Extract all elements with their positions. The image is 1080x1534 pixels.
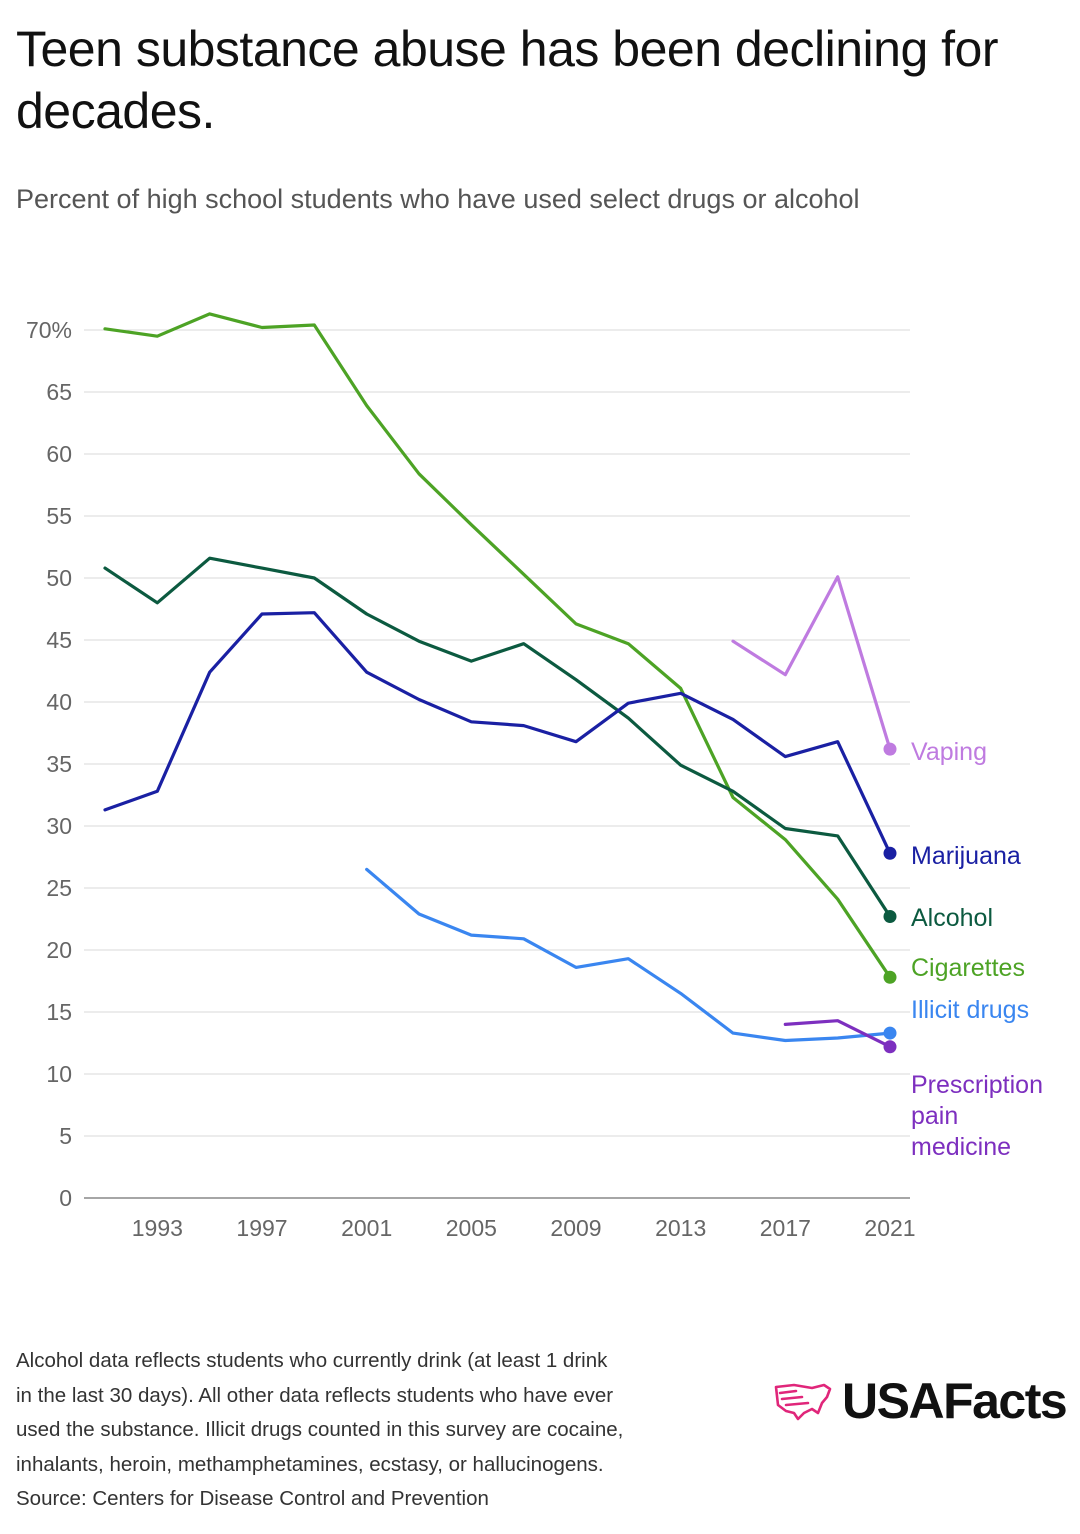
y-tick-label: 70%: [26, 317, 72, 343]
series-label-vaping: Vaping: [911, 738, 987, 766]
x-tick-label: 2001: [341, 1215, 392, 1241]
y-tick-label: 60: [46, 441, 72, 467]
footnote: Alcohol data reflects students who curre…: [16, 1344, 756, 1517]
x-tick-label: 1997: [236, 1215, 287, 1241]
series-label-illicit: Illicit drugs: [911, 996, 1029, 1024]
y-tick-label: 35: [46, 751, 72, 777]
series-line-painmed: [783, 1019, 892, 1049]
x-tick-label: 2021: [864, 1215, 915, 1241]
series-line-cigarettes: [103, 312, 892, 979]
y-tick-label: 5: [59, 1123, 72, 1149]
series-line-vaping: [731, 575, 892, 751]
x-tick-label: 2009: [550, 1215, 601, 1241]
end-point-marijuana: [883, 846, 897, 860]
y-tick-label: 40: [46, 689, 72, 715]
y-tick-label: 50: [46, 565, 72, 591]
y-tick-label: 30: [46, 813, 72, 839]
y-tick-label: 0: [59, 1185, 72, 1211]
footnote-line: used the substance. Illicit drugs counte…: [16, 1418, 624, 1441]
y-tick-label: 25: [46, 875, 72, 901]
y-tick-label: 65: [46, 379, 72, 405]
y-tick-label: 20: [46, 937, 72, 963]
footnote-line: in the last 30 days). All other data ref…: [16, 1383, 614, 1407]
end-point-vaping: [883, 742, 897, 756]
source-line: Source: Centers for Disease Control and …: [16, 1487, 489, 1510]
brand-logo: USAFacts: [772, 1372, 1068, 1430]
series-label-alcohol: Alcohol: [911, 904, 993, 932]
series-label-marijuana: Marijuana: [911, 842, 1021, 870]
series-line-alcohol: [103, 556, 892, 919]
y-tick-label: 45: [46, 627, 72, 653]
y-tick-label: 55: [46, 503, 72, 529]
end-point-illicit: [883, 1026, 897, 1040]
series-line-marijuana: [103, 611, 892, 855]
x-tick-label: 2013: [655, 1215, 706, 1241]
page-title: Teen substance abuse has been declining …: [16, 21, 999, 139]
usa-map-logo-icon: [774, 1383, 832, 1421]
end-point-cigarettes: [883, 970, 897, 984]
end-point-alcohol: [883, 910, 897, 924]
x-tick-label: 2005: [446, 1215, 497, 1241]
series-line-illicit: [365, 867, 892, 1043]
y-tick-label: 15: [46, 999, 72, 1025]
footnote-line: Alcohol data reflects students who curre…: [16, 1349, 608, 1372]
series-label-cigarettes: Cigarettes: [911, 954, 1025, 982]
end-point-painmed: [883, 1040, 897, 1054]
brand-name: USAFacts: [842, 1373, 1068, 1429]
footnote-line: inhalants, heroin, methamphetamines, ecs…: [16, 1452, 604, 1476]
x-tick-label: 1993: [132, 1215, 183, 1241]
y-tick-label: 10: [46, 1061, 72, 1087]
page-subtitle: Percent of high school students who have…: [16, 184, 860, 214]
series-label-painmed: Prescription pain medicine: [911, 1071, 1043, 1161]
x-tick-label: 2017: [760, 1215, 811, 1241]
